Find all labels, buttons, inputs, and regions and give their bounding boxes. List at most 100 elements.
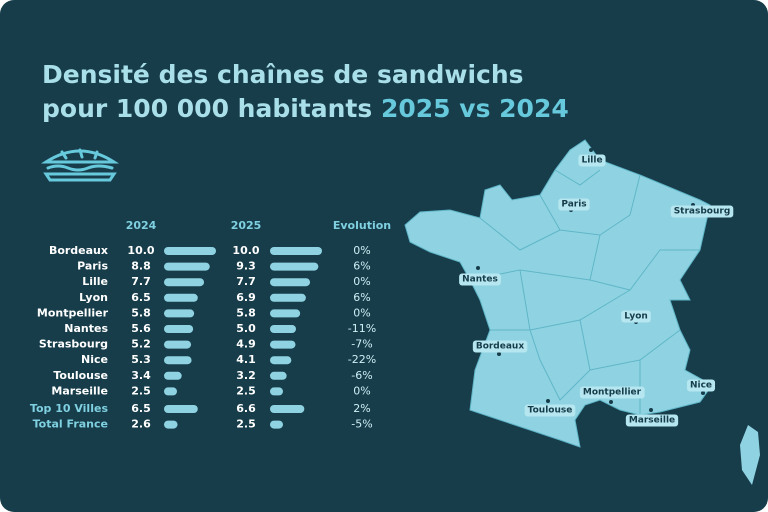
bar xyxy=(270,340,296,349)
city-dot xyxy=(589,148,593,152)
value-label: 2.5 xyxy=(236,418,256,431)
bar xyxy=(164,325,194,333)
city-dot xyxy=(546,399,550,403)
map-city-label: Nice xyxy=(690,381,712,391)
value-label: 6.9 xyxy=(236,291,256,304)
value-label: 6.5 xyxy=(131,402,151,415)
value-label: 9.3 xyxy=(236,260,256,273)
bar xyxy=(270,387,283,396)
city-name: Toulouse xyxy=(53,369,108,382)
value-label: 6.5 xyxy=(131,291,151,304)
title-line1: Densité des chaînes de sandwichs xyxy=(42,60,524,89)
evolution: -6% xyxy=(351,369,372,382)
value-label: 10.0 xyxy=(127,244,154,257)
value-label: 5.6 xyxy=(131,322,151,335)
sandwich-icon xyxy=(40,148,120,182)
city-dot xyxy=(609,400,613,404)
bar xyxy=(270,356,292,365)
value-label: 5.8 xyxy=(236,306,256,319)
title-line2-text: pour 100 000 habitants xyxy=(42,94,372,123)
evolution: 6% xyxy=(353,291,370,304)
city-name: Lyon xyxy=(79,291,108,304)
map-city-label: Marseille xyxy=(629,416,675,426)
bar xyxy=(164,262,210,271)
city-dot xyxy=(476,266,480,270)
value-label: 7.7 xyxy=(236,275,256,288)
value-label: 5.8 xyxy=(131,306,151,319)
column-header: 2024 xyxy=(126,219,157,232)
bar xyxy=(270,262,319,271)
city-name: Nice xyxy=(81,353,108,366)
value-label: 4.1 xyxy=(236,353,256,366)
map-label-box xyxy=(621,310,651,323)
evolution: 0% xyxy=(353,275,370,288)
value-label: 6.6 xyxy=(236,402,256,415)
city-name: Lille xyxy=(82,275,108,288)
map-label-box xyxy=(459,273,501,286)
city-name: Paris xyxy=(77,260,108,273)
evolution: -11% xyxy=(348,322,376,335)
bar xyxy=(270,309,301,318)
value-label: 3.2 xyxy=(236,369,256,382)
city-dot xyxy=(649,408,653,412)
city-name: Nantes xyxy=(64,322,108,335)
map-label-box xyxy=(472,340,528,353)
evolution: 0% xyxy=(353,306,370,319)
map-label-box xyxy=(558,198,590,211)
bar xyxy=(164,278,205,287)
map-city-label: Lyon xyxy=(624,312,648,322)
map-city-label: Montpellier xyxy=(583,388,642,398)
map-city-label: Toulouse xyxy=(528,406,573,416)
value-label: 5.3 xyxy=(131,353,151,366)
city-name: Strasbourg xyxy=(39,338,108,351)
column-header: 2025 xyxy=(231,219,262,232)
city-name: Bordeaux xyxy=(49,244,108,257)
title-highlight: 2025 vs 2024 xyxy=(381,94,569,123)
map-label-box xyxy=(579,386,645,399)
map-label-box xyxy=(578,154,606,167)
bar xyxy=(164,387,177,396)
evolution: 0% xyxy=(353,384,370,397)
bar xyxy=(270,371,287,380)
bar xyxy=(164,356,192,365)
bar xyxy=(270,405,305,413)
evolution: -22% xyxy=(348,353,376,366)
city-dot xyxy=(497,352,501,356)
value-label: 4.9 xyxy=(236,338,256,351)
bar xyxy=(270,325,296,333)
value-label: 5.0 xyxy=(236,322,256,335)
value-label: 2.5 xyxy=(236,384,256,397)
map-city-label: Paris xyxy=(561,200,586,210)
bar xyxy=(164,420,178,429)
value-label: 7.7 xyxy=(131,275,151,288)
value-label: 8.8 xyxy=(131,260,151,273)
column-header: Evolution xyxy=(333,219,391,232)
bar xyxy=(270,247,322,255)
bar xyxy=(164,309,195,318)
bar xyxy=(164,293,198,302)
bar xyxy=(164,340,192,349)
map-city-label: Lille xyxy=(581,156,602,166)
map-city-label: Nantes xyxy=(462,275,498,285)
value-label: 2.5 xyxy=(131,384,151,397)
evolution: -7% xyxy=(351,338,372,351)
bar xyxy=(164,371,182,380)
map-label-box xyxy=(670,205,734,218)
map-label-box xyxy=(686,379,716,392)
map-city-label: Strasbourg xyxy=(674,207,731,217)
france-map xyxy=(404,139,760,485)
evolution: 6% xyxy=(353,260,370,273)
map-label-box xyxy=(524,404,576,417)
bar xyxy=(270,278,311,287)
city-name: Montpellier xyxy=(37,306,109,319)
evolution: 0% xyxy=(353,244,370,257)
bar xyxy=(270,420,283,429)
map-label-box xyxy=(625,414,679,427)
evolution: -5% xyxy=(351,418,372,431)
bar xyxy=(164,405,198,413)
city-name: Top 10 Villes xyxy=(30,402,109,415)
title-line2: pour 100 000 habitants 2025 vs 2024 xyxy=(42,94,569,123)
value-label: 2.6 xyxy=(131,418,151,431)
